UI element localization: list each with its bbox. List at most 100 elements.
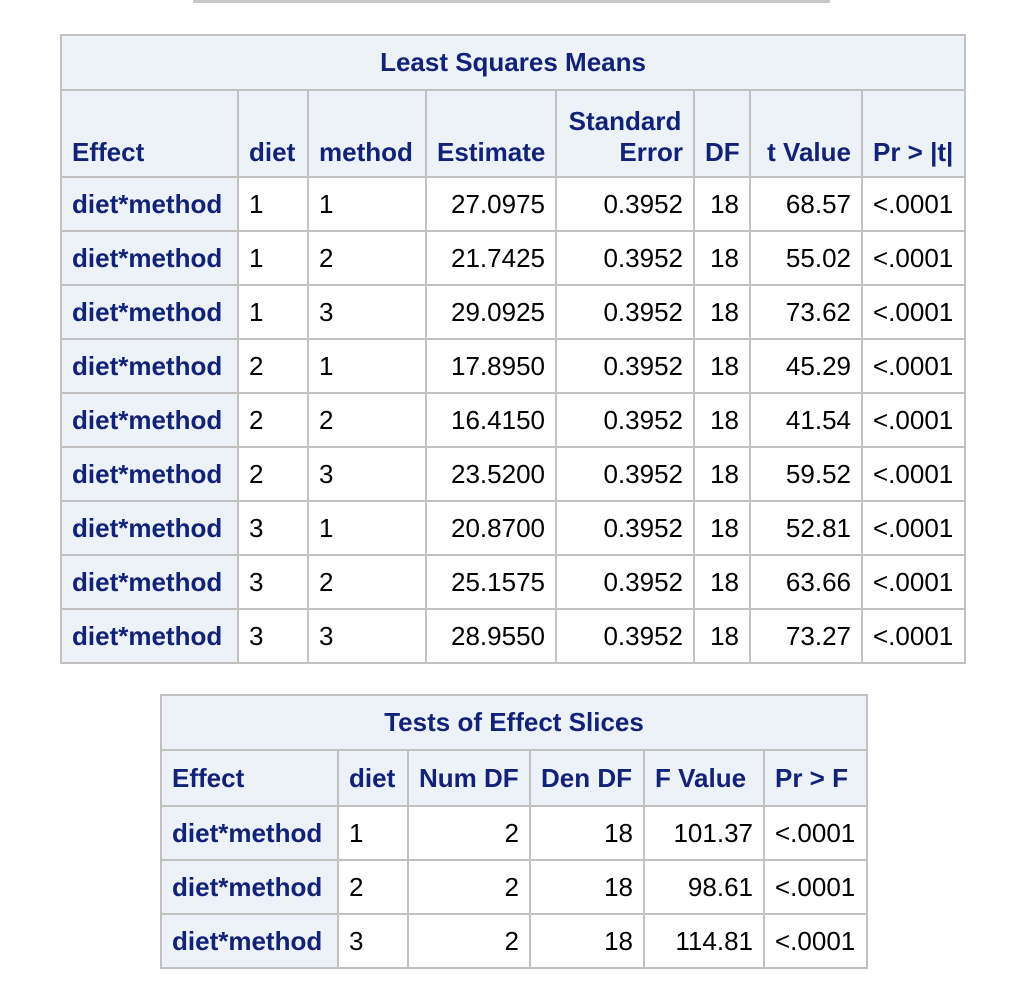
slices-cell-numdf: 2 [407, 859, 531, 915]
lsm-cell-stderr: 0.3952 [555, 608, 695, 664]
lsm-header-effect: Effect [60, 89, 239, 178]
lsm-cell-method: 3 [307, 608, 427, 664]
slices-cell-pvalue: <.0001 [762, 859, 869, 915]
lsm-cell-effect: diet*method [60, 446, 239, 502]
lsm-header-stderr-line2: Error [619, 137, 683, 167]
lsm-cell-tvalue: 45.29 [749, 338, 863, 394]
lsm-cell-estimate: 23.5200 [425, 446, 557, 502]
slices-cell-pvalue: <.0001 [762, 805, 869, 861]
lsm-cell-tvalue: 63.66 [749, 554, 863, 610]
lsm-cell-estimate: 25.1575 [425, 554, 557, 610]
lsm-cell-effect: diet*method [60, 230, 239, 286]
lsm-cell-diet: 2 [237, 338, 309, 394]
table-row: diet*method 1 2 21.7425 0.3952 18 55.02 <.0001 [60, 230, 967, 286]
lsm-cell-estimate: 20.8700 [425, 500, 557, 556]
table-row: diet*method 1 3 29.0925 0.3952 18 73.62 <.0001 [60, 284, 967, 340]
lsm-cell-pvalue: <.0001 [860, 554, 967, 610]
lsm-cell-df: 18 [693, 500, 751, 556]
lsm-header-diet: diet [237, 89, 309, 178]
slices-cell-dendf: 18 [529, 859, 645, 915]
lsm-cell-tvalue: 55.02 [749, 230, 863, 286]
lsm-cell-stderr: 0.3952 [555, 554, 695, 610]
lsm-cell-effect: diet*method [60, 284, 239, 340]
lsm-cell-method: 2 [307, 230, 427, 286]
lsm-cell-estimate: 21.7425 [425, 230, 557, 286]
table-row: diet*method 2 2 16.4150 0.3952 18 41.54 <.0001 [60, 392, 967, 448]
lsm-cell-pvalue: <.0001 [860, 446, 967, 502]
lsm-cell-stderr: 0.3952 [555, 392, 695, 448]
lsm-cell-method: 1 [307, 176, 427, 232]
lsm-cell-stderr: 0.3952 [555, 284, 695, 340]
lsm-cell-stderr: 0.3952 [555, 230, 695, 286]
lsm-cell-method: 1 [307, 500, 427, 556]
table-row: diet*method 1 1 27.0975 0.3952 18 68.57 <.0001 [60, 176, 967, 232]
table-row: diet*method 1 2 18 101.37 <.0001 [160, 805, 869, 861]
slices-cell-diet: 1 [337, 805, 409, 861]
lsm-cell-pvalue: <.0001 [860, 176, 967, 232]
lsm-header-estimate: Estimate [425, 89, 557, 178]
lsm-table-title: Least Squares Means [59, 34, 967, 91]
lsm-cell-df: 18 [693, 338, 751, 394]
slices-cell-dendf: 18 [529, 913, 645, 969]
table-row: diet*method 2 1 17.8950 0.3952 18 45.29 <.0001 [60, 338, 967, 394]
lsm-cell-df: 18 [693, 176, 751, 232]
slices-cell-numdf: 2 [407, 805, 531, 861]
slices-cell-dendf: 18 [529, 805, 645, 861]
slices-cell-fvalue: 98.61 [643, 859, 765, 915]
lsm-cell-tvalue: 41.54 [749, 392, 863, 448]
lsm-cell-stderr: 0.3952 [555, 176, 695, 232]
slices-cell-effect: diet*method [160, 805, 339, 861]
table-row: diet*method 2 3 23.5200 0.3952 18 59.52 <.0001 [60, 446, 967, 502]
table-row: diet*method 3 1 20.8700 0.3952 18 52.81 <.0001 [60, 500, 967, 556]
lsm-header-stderr: Standard Error [555, 89, 695, 178]
lsm-header-stderr-line1: Standard [568, 106, 682, 136]
lsm-cell-effect: diet*method [60, 392, 239, 448]
lsm-cell-diet: 3 [237, 554, 309, 610]
slices-cell-diet: 3 [337, 913, 409, 969]
lsm-cell-pvalue: <.0001 [860, 608, 967, 664]
lsm-cell-diet: 2 [237, 392, 309, 448]
slices-cell-numdf: 2 [407, 913, 531, 969]
lsm-cell-tvalue: 52.81 [749, 500, 863, 556]
slices-header-numdf: Num DF [407, 749, 531, 807]
lsm-cell-diet: 3 [237, 608, 309, 664]
slices-header-diet: diet [337, 749, 409, 807]
top-divider [193, 0, 830, 3]
lsm-cell-df: 18 [693, 284, 751, 340]
lsm-cell-method: 2 [307, 554, 427, 610]
lsm-cell-effect: diet*method [60, 338, 239, 394]
slices-table-title: Tests of Effect Slices [159, 694, 869, 751]
slices-cell-diet: 2 [337, 859, 409, 915]
table-row: diet*method 2 2 18 98.61 <.0001 [160, 859, 869, 915]
lsm-cell-pvalue: <.0001 [860, 284, 967, 340]
lsm-header-method: method [307, 89, 427, 178]
table-row: diet*method 3 2 25.1575 0.3952 18 63.66 <.0001 [60, 554, 967, 610]
lsm-cell-estimate: 17.8950 [425, 338, 557, 394]
lsm-cell-diet: 2 [237, 446, 309, 502]
lsm-cell-effect: diet*method [60, 176, 239, 232]
table-row: diet*method 3 3 28.9550 0.3952 18 73.27 <.0001 [60, 608, 967, 664]
lsm-cell-effect: diet*method [60, 554, 239, 610]
slices-header-pvalue: Pr > F [762, 749, 869, 807]
lsm-cell-method: 1 [307, 338, 427, 394]
lsm-cell-diet: 3 [237, 500, 309, 556]
slices-cell-pvalue: <.0001 [762, 913, 869, 969]
lsm-cell-effect: diet*method [60, 500, 239, 556]
slices-cell-effect: diet*method [160, 859, 339, 915]
lsm-header-df: DF [693, 89, 751, 178]
lsm-cell-effect: diet*method [60, 608, 239, 664]
lsm-cell-pvalue: <.0001 [860, 500, 967, 556]
lsm-cell-tvalue: 73.27 [749, 608, 863, 664]
lsm-cell-df: 18 [693, 608, 751, 664]
lsm-cell-df: 18 [693, 446, 751, 502]
lsm-cell-pvalue: <.0001 [860, 230, 967, 286]
lsm-cell-estimate: 28.9550 [425, 608, 557, 664]
lsm-cell-method: 3 [307, 284, 427, 340]
lsm-cell-df: 18 [693, 392, 751, 448]
lsm-cell-diet: 1 [237, 230, 309, 286]
lsm-cell-tvalue: 68.57 [749, 176, 863, 232]
slices-header-fvalue: F Value [643, 749, 765, 807]
lsm-cell-method: 2 [307, 392, 427, 448]
lsm-cell-diet: 1 [237, 176, 309, 232]
slices-cell-fvalue: 101.37 [643, 805, 765, 861]
